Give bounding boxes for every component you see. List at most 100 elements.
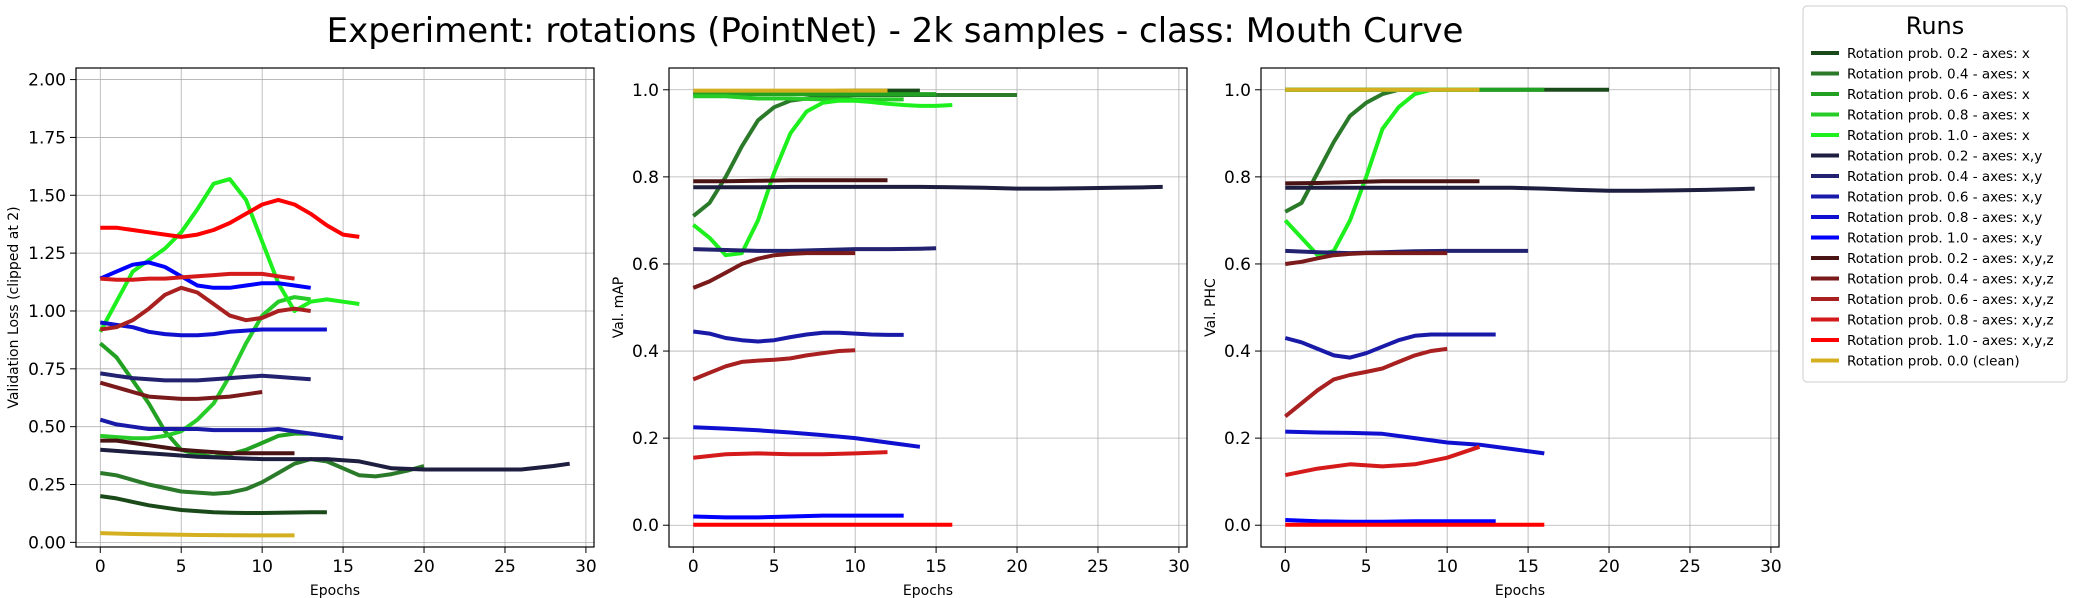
legend-item: Rotation prob. 0.4 - axes: x [1811,67,2030,83]
series-line [100,438,295,456]
legend-label: Rotation prob. 1.0 - axes: x [1847,128,2030,144]
legend-item: Rotation prob. 0.2 - axes: x,y,z [1811,251,2054,267]
y-tick-label: 0.6 [1224,255,1251,275]
y-tick-label: 0.4 [1224,342,1251,362]
series-line [1284,346,1448,418]
legend-item: Rotation prob. 1.0 - axes: x,y,z [1811,333,2054,349]
y-tick-label: 0.25 [28,476,66,496]
series-line [100,371,311,383]
x-tick-label: 25 [494,557,516,577]
x-axis-label: Epochs [903,583,953,598]
legend-title: Runs [1906,12,1965,40]
figure-title: Experiment: rotations (PointNet) - 2k sa… [327,11,1464,51]
x-tick-label: 25 [1087,557,1109,577]
legend-label: Rotation prob. 0.2 - axes: x,y [1847,149,2042,165]
y-tick-label: 0.2 [1224,429,1251,449]
legend-label: Rotation prob. 0.8 - axes: x,y,z [1847,313,2054,329]
legend-item: Rotation prob. 0.0 (clean) [1811,354,2020,370]
legend-item: Rotation prob. 1.0 - axes: x [1811,128,2030,144]
series-line [1283,87,1480,258]
series-line [1285,251,1448,266]
legend-label: Rotation prob. 0.2 - axes: x [1847,46,2030,62]
y-tick-label: 0.8 [632,168,659,188]
legend-item: Rotation prob. 0.6 - axes: x,y [1811,190,2042,206]
series-line [693,329,904,344]
series-line [693,94,904,102]
legend-label: Rotation prob. 0.8 - axes: x [1847,108,2030,124]
y-tick-label: 0.0 [632,516,659,536]
y-tick-label: 1.25 [28,244,66,264]
legend-item: Rotation prob. 0.8 - axes: x,y [1811,210,2042,226]
axes-frame [668,67,1188,548]
series-line [100,285,311,332]
legend-label: Rotation prob. 1.0 - axes: x,y [1847,231,2042,247]
y-tick-label: 1.00 [28,302,66,322]
y-axis-label: Validation Loss (clipped at 2) [6,206,22,408]
series-line [98,177,360,333]
legend-item: Rotation prob. 0.6 - axes: x [1811,87,2030,103]
series-line [693,425,921,449]
axes-frame [75,67,595,548]
x-tick-label: 30 [1760,557,1782,577]
legend-item: Rotation prob. 0.8 - axes: x [1811,108,2030,124]
subplots: 0 5 10 15 20 25 300.000.250.500.751.001.251.50… [6,67,1782,598]
y-tick-label: 0.0 [1224,516,1251,536]
y-tick-label: 0.00 [28,533,66,553]
legend-label: Rotation prob. 0.6 - axes: x,y [1847,190,2042,206]
axes-frame [1260,67,1780,548]
series-line [99,380,263,401]
legend-label: Rotation prob. 0.4 - axes: x,y [1847,169,2042,185]
x-tick-label: 25 [1679,557,1701,577]
series-line [693,246,937,253]
y-tick-label: 0.2 [632,429,659,449]
series-line [100,295,311,441]
series-line [1284,444,1481,478]
y-tick-label: 0.75 [28,360,66,380]
series-line [99,260,311,290]
subplot-2: 0 5 10 15 20 25 30 0.0 0.2 0.4 0.6 0.8 1.0 Epochs Val.… [611,67,1190,598]
legend-item: Rotation prob. 0.4 - axes: x,y,z [1811,272,2054,288]
series-line [692,348,856,382]
series-line [693,178,888,184]
x-tick-label: 0 [688,557,699,577]
series-line [99,417,344,441]
y-tick-label: 0.8 [1224,168,1251,188]
legend-item: Rotation prob. 1.0 - axes: x,y [1811,231,2042,247]
y-tick-label: 0.6 [632,255,659,275]
x-tick-label: 5 [769,557,780,577]
legend: Runs Rotation prob. 0.2 - axes: x Rotation… [1802,5,2068,383]
series-line [100,197,360,239]
series-line [1284,332,1496,360]
y-tick-label: 2.00 [28,71,66,91]
legend-item: Rotation prob. 0.4 - axes: x,y [1811,169,2042,185]
series-line [693,513,904,520]
legend-label: Rotation prob. 0.8 - axes: x,y [1847,210,2042,226]
x-tick-label: 10 [1436,557,1458,577]
series-line [693,184,1163,191]
legend-item: Rotation prob. 0.2 - axes: x [1811,46,2030,62]
series-line [100,494,327,515]
x-tick-label: 10 [844,557,866,577]
series-group [1283,87,1755,527]
y-axis-label: Val. mAP [611,277,627,339]
x-tick-label: 20 [1598,557,1620,577]
x-tick-label: 15 [332,557,354,577]
y-tick-label: 1.0 [632,81,659,101]
series-line [692,251,856,290]
series-line [692,98,953,258]
x-tick-label: 20 [413,557,435,577]
legend-label: Rotation prob. 0.4 - axes: x,y,z [1847,272,2054,288]
x-tick-label: 5 [1361,557,1372,577]
x-tick-label: 15 [1517,557,1539,577]
subplot-1: 0 5 10 15 20 25 30 0.00 0.25 0.50 0.75 1.00 1.25 1.50… [6,67,597,598]
x-tick-label: 30 [575,557,597,577]
x-tick-label: 15 [925,557,947,577]
series-line [1285,518,1496,524]
x-tick-label: 0 [95,557,106,577]
x-tick-label: 30 [1168,557,1190,577]
x-axis-label: Epochs [310,583,360,598]
series-line [1285,185,1755,193]
legend-label: Rotation prob. 0.6 - axes: x,y,z [1847,292,2054,308]
x-tick-label: 0 [1280,557,1291,577]
